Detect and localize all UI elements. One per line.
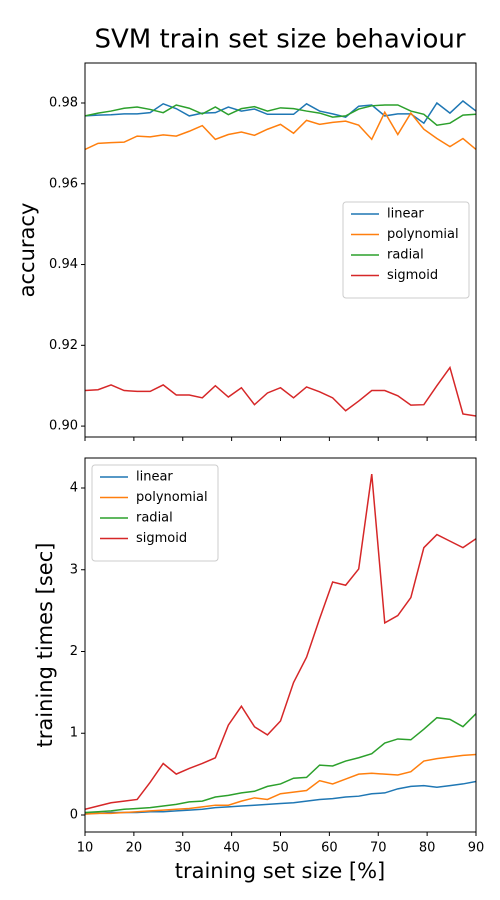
series-line	[85, 753, 476, 815]
y-tick-label: 0.96	[49, 176, 78, 191]
legend-label: polynomial	[387, 227, 459, 242]
y-tick-label: 0.94	[49, 257, 78, 272]
y-tick-label: 4	[70, 481, 78, 496]
series-line	[85, 713, 476, 814]
legend-label: linear	[387, 207, 424, 222]
legend-label: linear	[136, 470, 173, 485]
series-line	[85, 780, 476, 815]
legend-label: polynomial	[136, 490, 208, 505]
x-tick-label: 30	[174, 841, 191, 856]
series-line	[85, 110, 476, 151]
figure-title: SVM train set size behaviour	[94, 25, 465, 55]
legend-label: radial	[136, 511, 173, 526]
x-axis-label: training set size [%]	[175, 859, 386, 883]
y-tick-label: 3	[70, 562, 78, 577]
x-tick-label: 20	[126, 841, 143, 856]
y-tick-label: 2	[70, 644, 78, 659]
legend-box	[342, 201, 470, 299]
legend-label: radial	[387, 248, 424, 263]
x-tick-label: 10	[77, 841, 94, 856]
legend-label: sigmoid	[136, 531, 187, 546]
y-tick-label: 1	[70, 726, 78, 741]
legend-label: sigmoid	[387, 268, 438, 283]
y-tick-label: 0.90	[49, 419, 78, 434]
y-tick-label: 0	[70, 807, 78, 822]
axes-frame	[84, 62, 477, 438]
x-tick-label: 60	[321, 841, 338, 856]
axes-frame	[84, 457, 477, 833]
series-line	[85, 104, 476, 126]
x-tick-label: 70	[370, 841, 387, 856]
x-tick-label: 50	[272, 841, 289, 856]
y-axis-label: accuracy	[15, 203, 39, 298]
y-tick-label: 0.98	[49, 95, 78, 110]
series-line	[85, 365, 476, 417]
x-tick-label: 80	[419, 841, 436, 856]
y-tick-label: 0.92	[49, 338, 78, 353]
series-line	[85, 473, 476, 810]
x-tick-label: 90	[468, 841, 485, 856]
y-axis-label: training times [sec]	[33, 543, 57, 748]
legend-box	[91, 464, 219, 562]
x-tick-label: 40	[223, 841, 240, 856]
